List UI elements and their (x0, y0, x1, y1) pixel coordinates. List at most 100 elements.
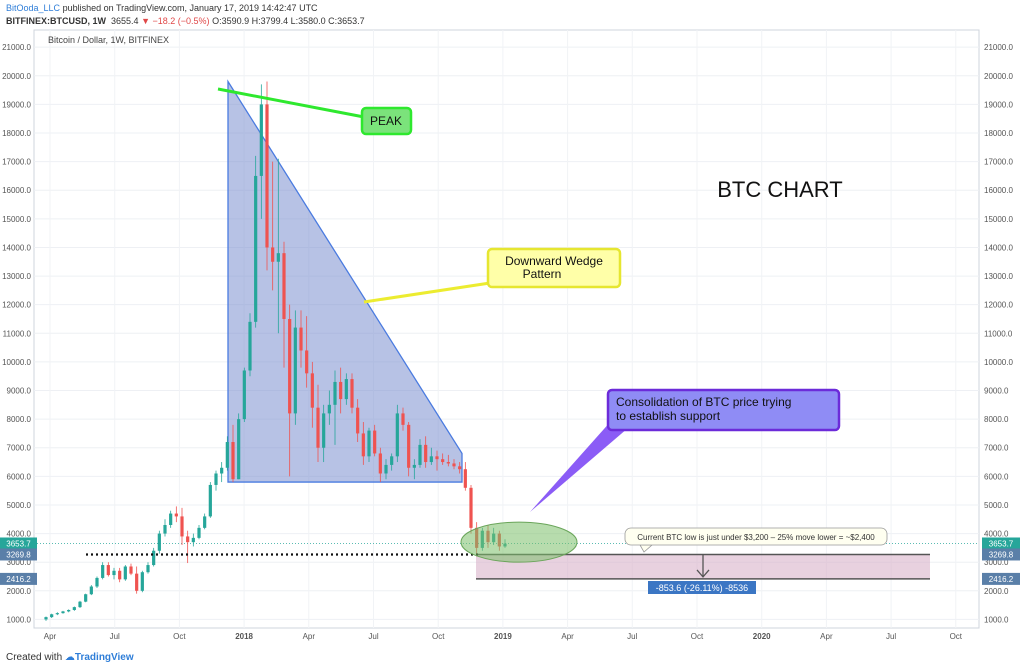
x-tick: 2018 (235, 632, 253, 641)
candle-body (208, 484, 212, 517)
candle-body (55, 613, 59, 615)
candle-body (231, 442, 235, 480)
publisher-link[interactable]: BitOoda_LLC (6, 3, 61, 13)
candle-body (407, 424, 411, 468)
y-tick-right: 13000.0 (984, 272, 1013, 281)
candle-body (339, 381, 343, 400)
candle-body (305, 350, 309, 374)
y-tick-left: 2000.0 (7, 587, 32, 596)
y-tick-right: 3000.0 (984, 558, 1009, 567)
symbol-label: BITFINEX:BTCUSD, 1W (6, 16, 106, 26)
wedge-callout (486, 247, 622, 289)
peak-callout (360, 106, 413, 136)
candle-body (242, 370, 246, 420)
candle-body (429, 456, 433, 463)
y-tick-right: 16000.0 (984, 186, 1013, 195)
candle-body (327, 404, 331, 414)
x-tick: Apr (303, 632, 316, 641)
candle-body (344, 379, 348, 400)
candle-body (333, 381, 337, 405)
price-badge-right (982, 537, 1020, 550)
measure-arrow-head (696, 569, 710, 578)
x-tick: Apr (44, 632, 57, 641)
y-axis-left: 21000.0 20000.0 19000.0 18000.0 17000.0 16000… (2, 43, 31, 624)
candle-body (118, 570, 122, 580)
note-label: Current BTC low is just under $3,200 – 2… (637, 533, 875, 542)
peak-pointer (217, 87, 365, 119)
y-tick-left: 15000.0 (2, 215, 31, 224)
candle-body (356, 407, 360, 434)
candle-body (441, 459, 445, 463)
candle-body (191, 537, 195, 543)
y-tick-right: 4000.0 (984, 530, 1009, 539)
price-badge-left-text: 2416.2 (6, 575, 31, 584)
candle-body (106, 565, 110, 576)
y-tick-right: 21000.0 (984, 43, 1013, 52)
candle-body (169, 513, 173, 525)
candle-body (282, 253, 286, 319)
btc-chart-label: BTC CHART (717, 177, 843, 202)
y-tick-left: 5000.0 (7, 501, 32, 510)
x-tick: 2019 (494, 632, 512, 641)
y-tick-left: 21000.0 (2, 43, 31, 52)
published-text: published on TradingView.com, January 17… (62, 3, 318, 13)
x-tick: Jul (886, 632, 896, 641)
candle-body (72, 607, 76, 610)
candle-body (157, 533, 161, 551)
down-arrow-icon: ▼ (141, 16, 150, 26)
candle-body (95, 577, 99, 587)
y-tick-left: 16000.0 (2, 186, 31, 195)
candle-body (123, 566, 127, 580)
y-tick-right: 1000.0 (984, 615, 1009, 624)
x-tick: 2020 (753, 632, 771, 641)
y-tick-left: 7000.0 (7, 444, 32, 453)
price-badge-right-text: 3269.8 (989, 550, 1014, 559)
candles (44, 81, 507, 621)
price-badge-right (982, 572, 1020, 585)
y-tick-right: 7000.0 (984, 444, 1009, 453)
x-tick: Oct (173, 632, 186, 641)
candle-body (78, 601, 82, 608)
y-tick-right: 14000.0 (984, 243, 1013, 252)
candle-body (276, 253, 280, 262)
y-tick-right: 19000.0 (984, 100, 1013, 109)
y-tick-right: 5000.0 (984, 501, 1009, 510)
consolidation-label-2: to establish support (616, 409, 721, 423)
note-callout (624, 527, 888, 546)
price-value: 3655.4 (111, 16, 139, 26)
y-tick-right: 15000.0 (984, 215, 1013, 224)
candle-body (254, 175, 258, 322)
price-badge-left (0, 537, 37, 550)
y-tick-left: 14000.0 (2, 243, 31, 252)
symbol-line: BITFINEX:BTCUSD, 1W 3655.4 ▼ −18.2 (−0.5… (6, 15, 365, 28)
y-tick-left: 6000.0 (7, 472, 32, 481)
candle-body (350, 379, 354, 408)
candle-body (197, 527, 201, 538)
candle-body (248, 321, 252, 371)
consolidation-label-1: Consolidation of BTC price trying (616, 395, 791, 409)
candle-body (174, 513, 178, 517)
price-badge-left-text: 3653.7 (6, 539, 31, 548)
price-badge-right-text: 2416.2 (989, 575, 1014, 584)
candle-body (293, 327, 297, 414)
y-tick-left: 1000.0 (7, 615, 32, 624)
y-tick-right: 11000.0 (984, 329, 1013, 338)
tradingview-brand[interactable]: TradingView (74, 652, 134, 663)
y-axis-right: 21000.0 20000.0 19000.0 18000.0 17000.0 16000… (984, 43, 1013, 624)
y-tick-right: 12000.0 (984, 301, 1013, 310)
candle-body (446, 462, 450, 464)
y-tick-left: 18000.0 (2, 129, 31, 138)
candle-body (180, 516, 184, 537)
peak-label: PEAK (370, 114, 402, 128)
candle-body (390, 456, 394, 465)
candle-body (452, 463, 456, 467)
y-tick-left: 4000.0 (7, 530, 32, 539)
candle-body (418, 444, 422, 465)
y-tick-right: 17000.0 (984, 158, 1013, 167)
candle-body (384, 464, 388, 474)
candle-body (129, 566, 133, 574)
consolidation-callout (606, 388, 841, 432)
price-badge-right (982, 548, 1020, 561)
x-tick: Jul (627, 632, 637, 641)
